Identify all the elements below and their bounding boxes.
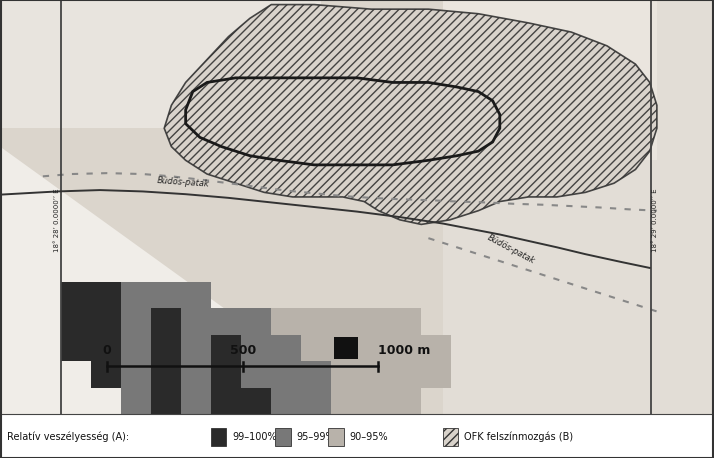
Text: 18° 29’ 0.0000’’ E: 18° 29’ 0.0000’’ E	[652, 188, 658, 251]
Polygon shape	[164, 5, 657, 224]
Bar	[121, 335, 151, 361]
Bar	[333, 338, 358, 359]
Bar	[91, 282, 121, 308]
Bar	[241, 361, 271, 388]
Bar	[421, 335, 451, 361]
Text: 18° 28’ 0.0000’’ E: 18° 28’ 0.0000’’ E	[54, 188, 60, 251]
Bar	[0, 414, 714, 458]
Bar	[181, 361, 211, 388]
Bar	[443, 428, 458, 446]
Bar	[91, 335, 121, 361]
Bar	[241, 388, 271, 414]
Bar	[301, 335, 331, 361]
Bar	[331, 308, 361, 335]
Bar	[391, 308, 421, 335]
Bar	[391, 388, 421, 414]
Bar	[151, 308, 181, 335]
Bar	[421, 361, 451, 388]
Bar	[61, 335, 91, 361]
Bar	[151, 335, 181, 361]
Bar	[443, 0, 714, 414]
Bar	[181, 388, 211, 414]
Bar	[443, 0, 657, 160]
Bar	[151, 361, 181, 388]
Text: Relatív veszélyesség (A):: Relatív veszélyesség (A):	[7, 432, 129, 442]
Bar	[181, 335, 211, 361]
Bar	[301, 361, 331, 388]
Bar	[271, 335, 301, 361]
Bar	[91, 361, 121, 388]
Text: 1000 m: 1000 m	[378, 344, 431, 357]
Bar	[271, 308, 301, 335]
Bar	[211, 361, 241, 388]
Bar	[211, 388, 241, 414]
Bar	[301, 388, 331, 414]
Bar	[0, 0, 321, 128]
Bar	[361, 361, 391, 388]
Bar	[61, 282, 91, 308]
Bar	[271, 388, 301, 414]
Text: Büdös-patak: Büdös-patak	[157, 176, 210, 189]
Bar	[361, 308, 391, 335]
Bar	[241, 335, 271, 361]
Bar	[301, 308, 331, 335]
Bar	[121, 308, 151, 335]
Bar	[331, 361, 361, 388]
Bar	[151, 388, 181, 414]
Bar	[181, 282, 211, 308]
Bar	[181, 308, 211, 335]
Bar	[121, 282, 151, 308]
Polygon shape	[0, 147, 371, 414]
Bar	[211, 308, 241, 335]
Text: OFK felszínmozgás (B): OFK felszínmozgás (B)	[464, 432, 573, 442]
Bar	[121, 388, 151, 414]
Bar	[151, 282, 181, 308]
Bar	[391, 335, 421, 361]
Bar	[91, 308, 121, 335]
Bar	[241, 308, 271, 335]
Bar	[271, 361, 301, 388]
Text: 99–100%: 99–100%	[232, 432, 277, 442]
Bar	[61, 308, 91, 335]
Text: Büdös-patak: Büdös-patak	[486, 233, 536, 265]
Text: 95–99%: 95–99%	[296, 432, 335, 442]
Bar	[361, 335, 391, 361]
Bar	[211, 335, 241, 361]
Bar	[121, 361, 151, 388]
Text: 500: 500	[230, 344, 256, 357]
Bar	[328, 428, 344, 446]
Bar	[391, 361, 421, 388]
Bar	[275, 428, 291, 446]
Text: 0: 0	[103, 344, 111, 357]
Bar	[331, 335, 361, 361]
Bar	[331, 388, 361, 414]
Bar	[361, 388, 391, 414]
Bar	[211, 428, 226, 446]
Text: 90–95%: 90–95%	[350, 432, 388, 442]
